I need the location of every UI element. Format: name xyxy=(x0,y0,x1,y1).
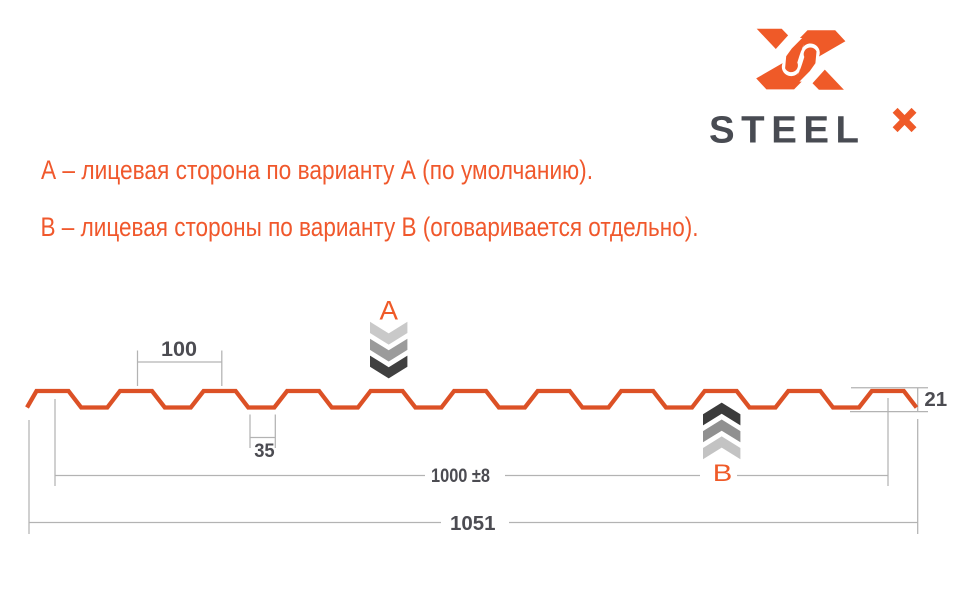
svg-text:1051: 1051 xyxy=(450,512,496,535)
svg-text:21: 21 xyxy=(924,388,947,411)
svg-text:35: 35 xyxy=(254,440,275,462)
svg-text:1000 ±8: 1000 ±8 xyxy=(431,465,490,487)
svg-text:STEEL: STEEL xyxy=(709,109,859,152)
svg-text:А – лицевая сторона по вариант: А – лицевая сторона по варианту А (по ум… xyxy=(41,155,593,185)
svg-text:100: 100 xyxy=(161,338,197,361)
svg-text:В – лицевая стороны по вариант: В – лицевая стороны по варианту В (огова… xyxy=(41,212,699,242)
svg-text:В: В xyxy=(713,460,733,487)
svg-text:А: А xyxy=(380,296,399,326)
